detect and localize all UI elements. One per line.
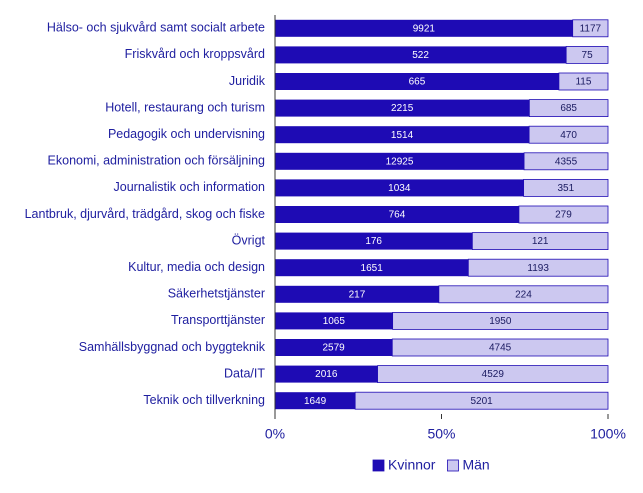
category-label: Samhällsbyggnad och byggteknik	[79, 340, 266, 354]
category-label: Lantbruk, djurvård, trädgård, skog och f…	[25, 207, 265, 221]
x-tick-label: 100%	[590, 426, 626, 442]
category-label: Övrigt	[232, 233, 266, 247]
bar-segment	[528, 125, 609, 144]
legend-label: Kvinnor	[388, 457, 436, 473]
bar-segment	[275, 46, 567, 64]
value-label: 2215	[391, 103, 414, 114]
legend-swatch	[372, 459, 385, 472]
value-label: 115	[575, 77, 591, 88]
value-label: 1950	[489, 316, 512, 327]
bar-segment	[377, 365, 609, 384]
bar-segment	[391, 338, 609, 357]
value-label: 5201	[470, 396, 493, 407]
bar-segment	[558, 72, 609, 91]
value-label: 12925	[386, 156, 414, 167]
bar-segment	[275, 152, 525, 170]
value-label: 217	[349, 289, 366, 300]
x-tick-label: 0%	[265, 426, 285, 442]
category-label: Data/IT	[224, 366, 265, 380]
bar-segment	[438, 285, 609, 304]
value-label: 9921	[413, 23, 436, 34]
bar-segment	[275, 126, 530, 144]
bar-segment	[275, 232, 473, 250]
value-label: 1193	[527, 263, 549, 274]
value-label: 4745	[489, 343, 512, 354]
value-label: 1034	[388, 183, 411, 194]
value-label: 351	[557, 183, 574, 194]
value-label: 4355	[555, 156, 578, 167]
bar-segment	[275, 179, 524, 197]
bar-segment	[275, 19, 573, 37]
category-label: Kultur, media och design	[128, 260, 265, 274]
bar-segment	[467, 258, 609, 277]
bar-segment	[275, 392, 356, 410]
category-label: Teknik och tillverkning	[143, 393, 265, 407]
bar-segment	[354, 391, 609, 410]
value-label: 685	[560, 103, 577, 114]
bar-segment	[572, 19, 609, 38]
category-label: Pedagogik och undervisning	[108, 127, 265, 141]
value-label: 1651	[361, 263, 384, 274]
bar-segment	[392, 311, 609, 330]
value-label: 1065	[323, 316, 346, 327]
bar-segment	[275, 365, 378, 383]
value-label: 1177	[580, 23, 602, 34]
value-label: 279	[555, 210, 572, 221]
bar-segment	[528, 99, 609, 117]
bar-segment	[523, 178, 609, 197]
category-label: Juridik	[229, 74, 266, 88]
value-label: 2579	[323, 343, 346, 354]
bar-segment	[275, 285, 439, 303]
category-label: Friskvård och kroppsvård	[125, 47, 265, 61]
bar-segment	[275, 73, 559, 90]
value-label: 2016	[315, 369, 338, 380]
value-label: 470	[560, 130, 577, 141]
value-label: 224	[515, 289, 532, 300]
category-label: Transporttjänster	[171, 313, 265, 327]
bar-segment	[275, 259, 469, 277]
value-label: 764	[389, 210, 406, 221]
legend-swatch	[447, 459, 459, 472]
bar-segment	[565, 46, 609, 64]
value-label: 121	[532, 236, 549, 247]
x-tick-label: 50%	[427, 426, 455, 442]
bar-segment	[275, 99, 530, 117]
bar-segment	[518, 205, 609, 224]
bar-segment	[275, 312, 393, 330]
value-label: 75	[582, 50, 594, 61]
value-label: 665	[409, 77, 426, 88]
value-label: 1649	[304, 396, 327, 407]
bar-segment	[523, 152, 609, 171]
bar-segment	[471, 232, 609, 251]
category-label: Hälso- och sjukvård samt socialt arbete	[47, 21, 265, 35]
bar-segment	[275, 206, 519, 223]
legend-label: Män	[462, 457, 489, 473]
value-label: 522	[412, 50, 429, 61]
value-label: 4529	[482, 369, 505, 380]
category-label: Journalistik och information	[114, 180, 266, 194]
category-label: Säkerhetstjänster	[168, 287, 265, 301]
value-label: 176	[365, 236, 382, 247]
bar-segment	[275, 339, 393, 356]
category-label: Hotell, restaurang och turism	[105, 100, 265, 114]
value-label: 1514	[391, 130, 414, 141]
category-label: Ekonomi, administration och försäljning	[48, 154, 266, 168]
